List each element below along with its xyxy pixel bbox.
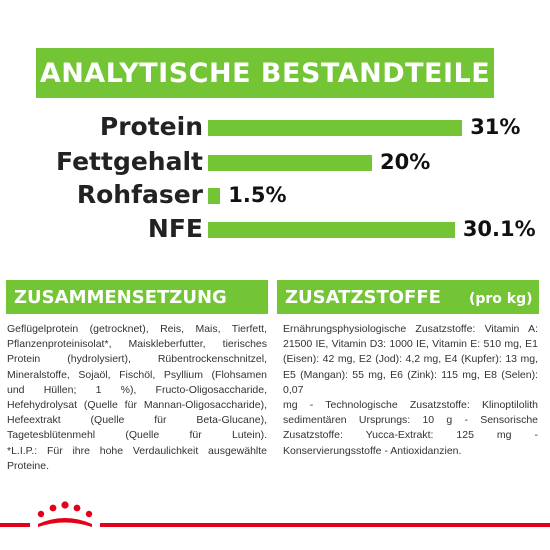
composition-line: *L.I.P.: Für ihre hohe Verdaulichkeit au… <box>7 444 267 457</box>
additives-line: 21500 IE, Vitamin D3: 1000 IE, Vitamin E… <box>283 338 538 351</box>
bar-value-label: 31% <box>470 115 521 139</box>
zusatzstoffe-heading: ZUSATZSTOFFE <box>285 286 441 308</box>
royal-canin-crown-icon <box>32 494 98 530</box>
bar <box>208 188 221 204</box>
bar-label: Rohfaser <box>76 180 203 209</box>
bar-label: NFE <box>147 214 203 243</box>
bar-row-protein: Protein 31% <box>0 110 550 144</box>
composition-line: Pflanzenproteinisolat*, Maiskleberfutter… <box>7 338 267 351</box>
additives-text: Ernährungsphysiologische Zusatzstoffe: V… <box>283 322 538 459</box>
composition-line: Tagetesblütenmehl (Quelle für Lutein). <box>7 429 267 442</box>
composition-line: Geflügelprotein (getrocknet), Reis, Mais… <box>7 323 267 335</box>
additives-line: sedimentären Ursprungs: 10 g - Sensorisc… <box>283 414 538 427</box>
additives-line: (Eisen): 42 mg, E2 (Jod): 4,2 mg, E4 (Ku… <box>283 353 538 366</box>
composition-line: Hefeextrakt (Quelle für Beta-Glucane), <box>7 414 267 427</box>
bar <box>208 155 372 171</box>
composition-line: und Hüllen; 1 %), Fructo-Oligosaccharide… <box>7 383 267 396</box>
footer-stripe-left <box>0 523 30 527</box>
bar-value-label: 1.5% <box>228 183 287 207</box>
section-title-zusammensetzung: ZUSAMMENSETZUNG <box>6 280 268 314</box>
additives-line: Ernährungsphysiologische Zusatzstoffe: V… <box>283 323 538 335</box>
section-title-zusatzstoffe: ZUSATZSTOFFE (pro kg) <box>277 280 539 314</box>
bar-value-label: 30.1% <box>462 217 536 241</box>
additives-line: mg - Technologische Zusatzstoffe: Klinop… <box>283 399 538 412</box>
composition-line: Hefehydrolysat (Quelle für Mannan-Oligos… <box>7 399 267 412</box>
section-title-analytische-bestandteile: ANALYTISCHE BESTANDTEILE <box>36 48 494 98</box>
additives-line: Zusatzstoffe: Yucca-Extrakt: 125 mg - <box>283 429 538 442</box>
bar <box>208 120 463 136</box>
bar-row-nfe: NFE 30.1% <box>0 212 550 246</box>
additives-line: E5 (Mangan): 55 mg, E6 (Zink): 115 mg, E… <box>283 368 538 396</box>
bar-label: Protein <box>99 112 203 141</box>
footer-stripe <box>0 523 550 527</box>
bar-row-rohfaser: Rohfaser 1.5% <box>0 178 550 212</box>
composition-line: Mineralstoffe, Sojaöl, Fischöl, Psyllium… <box>7 368 267 381</box>
composition-line: Proteine. <box>7 459 50 472</box>
bar <box>208 222 455 238</box>
additives-line: Konservierungsstoffe - Antioxidanzien. <box>283 444 462 457</box>
zusatzstoffe-unit: (pro kg) <box>468 291 533 307</box>
bar-label: Fettgehalt <box>56 147 203 176</box>
composition-text: Geflügelprotein (getrocknet), Reis, Mais… <box>7 322 267 474</box>
composition-line: Protein (hydrolysiert), Rübentrockenschn… <box>7 353 267 366</box>
footer-stripe-right <box>100 523 550 527</box>
zusammensetzung-heading: ZUSAMMENSETZUNG <box>14 286 227 308</box>
bar-row-fettgehalt: Fettgehalt 20% <box>0 145 550 179</box>
bar-value-label: 20% <box>380 150 431 174</box>
